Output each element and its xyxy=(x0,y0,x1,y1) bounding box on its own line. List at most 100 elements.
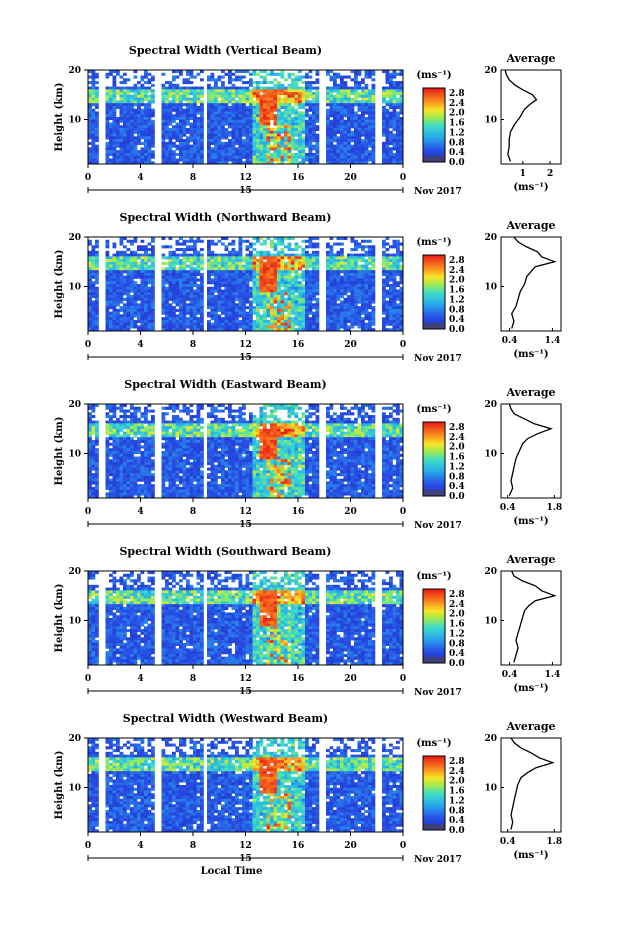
heatmap-cell xyxy=(263,119,267,123)
heatmap-cell xyxy=(287,125,292,129)
heatmap-cell xyxy=(308,319,313,323)
heatmap-cell xyxy=(371,311,376,315)
heatmap-cell xyxy=(231,97,236,101)
heatmap-cell xyxy=(273,155,278,159)
heatmap-cell xyxy=(210,306,215,310)
heatmap-cell xyxy=(252,155,257,159)
heatmap-cell xyxy=(333,81,337,85)
heatmap-cell xyxy=(343,122,348,126)
heatmap-cell xyxy=(298,136,302,140)
heatmap-cell xyxy=(231,117,236,121)
heatmap-cell xyxy=(252,144,257,148)
heatmap-cell xyxy=(130,317,134,321)
heatmap-cell xyxy=(196,286,201,290)
heatmap-cell xyxy=(340,161,344,165)
heatmap-cell xyxy=(396,248,400,252)
heatmap-cell xyxy=(200,150,204,154)
heatmap-cell xyxy=(189,161,194,165)
heatmap-cell xyxy=(133,256,138,260)
heatmap-cell xyxy=(221,114,225,118)
heatmap-cell xyxy=(88,404,92,408)
heatmap-cell xyxy=(144,303,148,307)
heatmap-cell xyxy=(116,300,120,304)
heatmap-cell xyxy=(119,94,124,98)
heatmap-cell xyxy=(287,297,292,301)
heatmap-cell xyxy=(168,141,173,145)
heatmap-cell xyxy=(165,130,169,134)
heatmap-cell xyxy=(193,122,197,126)
heatmap-cell xyxy=(399,92,404,96)
heatmap-cell xyxy=(214,253,218,257)
heatmap-cell xyxy=(186,147,190,151)
heatmap-cell xyxy=(207,150,211,154)
heatmap-cell xyxy=(172,128,176,132)
heatmap-cell xyxy=(305,325,309,329)
heatmap-cell xyxy=(214,328,218,332)
heatmap-cell xyxy=(396,328,400,332)
heatmap-cell xyxy=(256,239,260,243)
heatmap-cell xyxy=(207,114,211,118)
heatmap-cell xyxy=(172,281,176,285)
heatmap-cell xyxy=(354,114,358,118)
heatmap-cell xyxy=(361,300,365,304)
heatmap-cell xyxy=(315,311,320,315)
heatmap-cell xyxy=(228,75,232,79)
heatmap-cell xyxy=(312,111,316,115)
heatmap-cell xyxy=(238,237,243,241)
heatmap-cell xyxy=(245,128,250,132)
heatmap-cell xyxy=(151,78,155,82)
heatmap-cell xyxy=(329,108,334,112)
heatmap-cell xyxy=(161,289,166,293)
average-x-tick-label: 1 xyxy=(520,169,526,179)
heatmap-cell xyxy=(95,150,99,154)
heatmap-cell xyxy=(182,286,187,290)
heatmap-cell xyxy=(238,286,243,290)
heatmap-cell xyxy=(364,150,369,154)
heatmap-cell xyxy=(347,303,351,307)
heatmap-cell xyxy=(133,92,138,96)
heatmap-cell xyxy=(130,325,134,329)
heatmap-cell xyxy=(224,297,229,301)
heatmap-cell xyxy=(112,128,117,132)
heatmap-cell xyxy=(284,264,288,268)
heatmap-cell xyxy=(263,239,267,243)
heatmap-cell xyxy=(88,473,92,477)
heatmap-cell xyxy=(371,147,376,151)
heatmap-cell xyxy=(109,100,113,104)
heatmap-cell xyxy=(126,270,131,274)
heatmap-cell xyxy=(357,133,362,137)
heatmap-cell xyxy=(224,122,229,126)
heatmap-cell xyxy=(312,103,316,107)
heatmap-cell xyxy=(161,245,166,249)
heatmap-cell xyxy=(217,105,222,109)
heatmap-cell xyxy=(175,133,180,137)
heatmap-cell xyxy=(214,270,218,274)
heatmap-cell xyxy=(140,239,145,243)
heatmap-cell xyxy=(200,267,204,271)
heatmap-cell xyxy=(252,311,257,315)
heatmap-cell xyxy=(256,94,260,98)
heatmap-cell xyxy=(347,295,351,299)
heatmap-cell xyxy=(364,281,369,285)
heatmap-cell xyxy=(280,303,285,307)
heatmap-cell xyxy=(179,108,183,112)
heatmap-cell xyxy=(130,303,134,307)
heatmap-cell xyxy=(298,125,302,129)
heatmap-cell xyxy=(350,311,355,315)
heatmap-cell xyxy=(119,308,124,312)
heatmap-cell xyxy=(140,111,145,115)
heatmap-cell xyxy=(221,297,225,301)
colorbar-tick-label: 0.8 xyxy=(449,138,465,148)
heatmap-cell xyxy=(350,133,355,137)
heatmap-cell xyxy=(277,152,281,156)
heatmap-cell xyxy=(151,322,155,326)
heatmap-cell xyxy=(277,150,281,154)
heatmap-cell xyxy=(105,242,110,246)
heatmap-cell xyxy=(228,72,232,76)
heatmap-cell xyxy=(357,281,362,285)
heatmap-cell xyxy=(333,72,337,76)
heatmap-cell xyxy=(109,297,113,301)
heatmap-cell xyxy=(371,83,376,87)
heatmap-cell xyxy=(308,150,313,154)
heatmap-cell xyxy=(112,284,117,288)
